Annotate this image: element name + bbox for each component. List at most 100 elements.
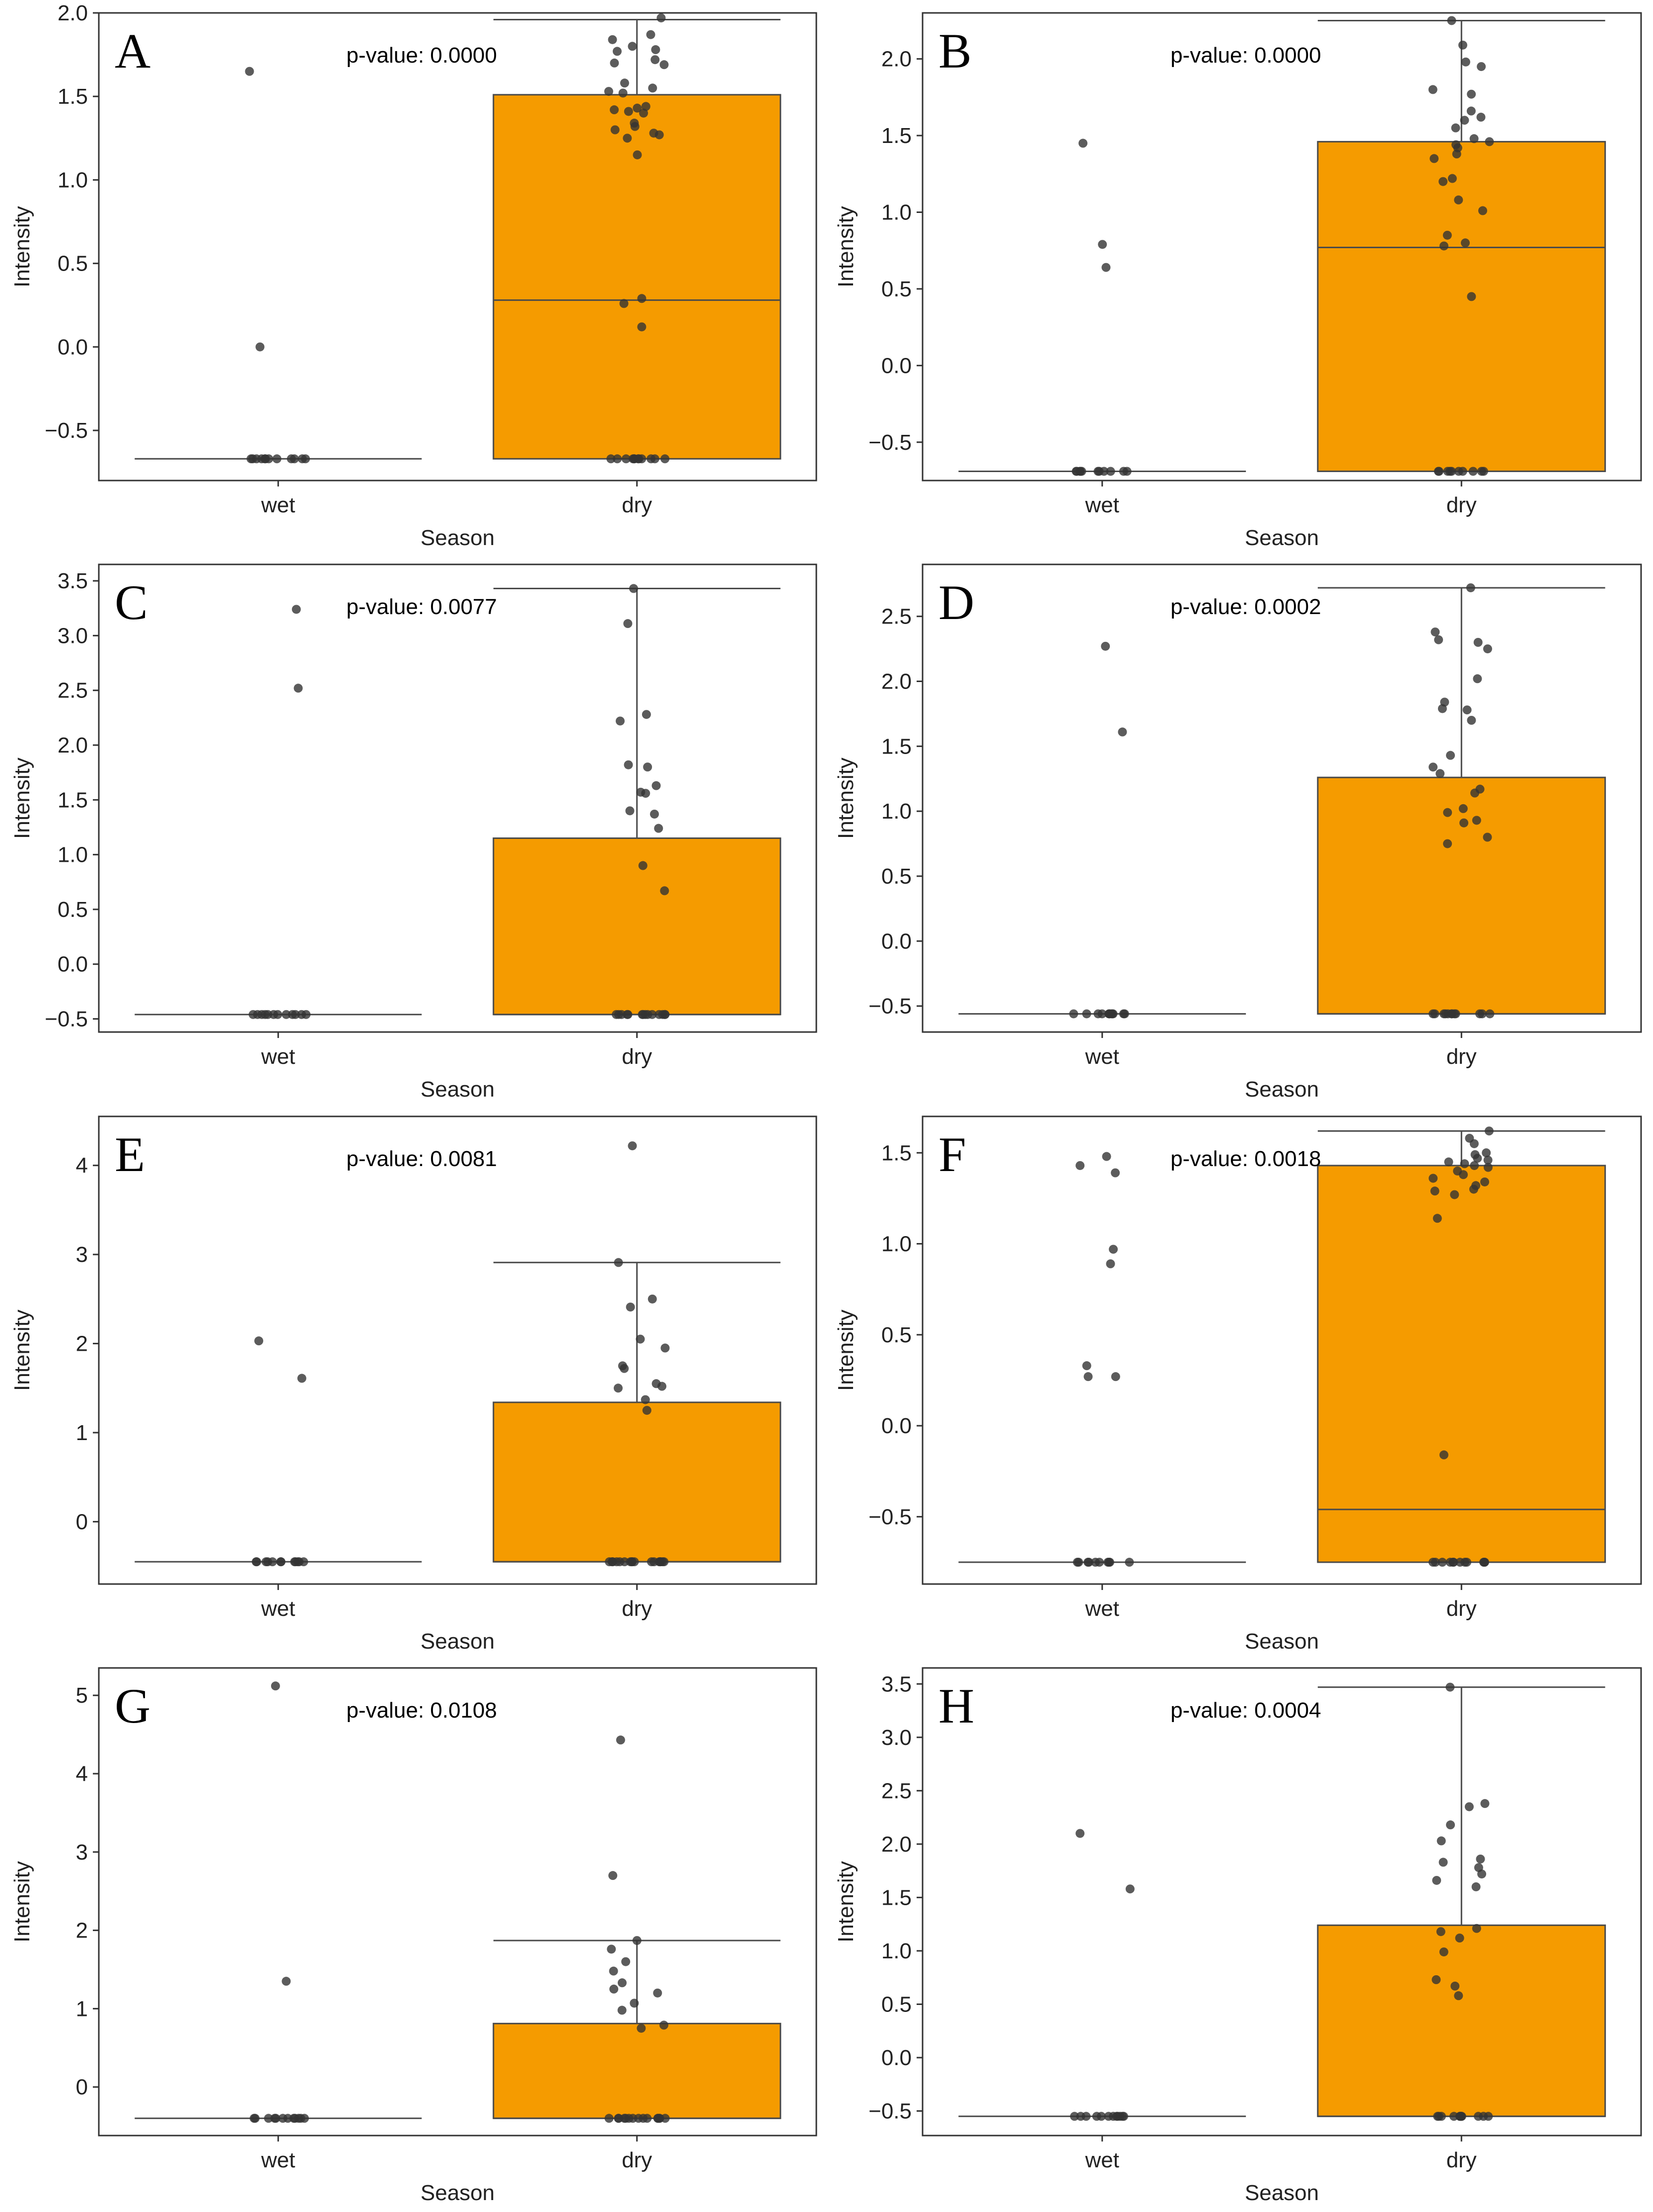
p-value-annotation: p-value: 0.0000 bbox=[347, 43, 497, 68]
data-point bbox=[1436, 1927, 1445, 1936]
data-point bbox=[641, 1395, 650, 1404]
data-point bbox=[1076, 1161, 1085, 1170]
data-point bbox=[297, 454, 307, 464]
data-point bbox=[300, 2114, 309, 2123]
data-point bbox=[642, 1406, 651, 1415]
data-point bbox=[1073, 1558, 1082, 1567]
data-point bbox=[623, 134, 632, 143]
data-point bbox=[1106, 467, 1115, 476]
points-dry bbox=[605, 1141, 670, 1567]
data-point bbox=[660, 1343, 670, 1353]
panel-f: −0.5 0.0 0.5 1.0 1.5 wet dry Season Intensity F p-… bbox=[834, 1115, 1642, 1654]
data-point bbox=[271, 1681, 280, 1691]
data-point bbox=[1483, 1155, 1493, 1165]
panel-letter: G bbox=[115, 1678, 150, 1733]
data-point bbox=[1111, 1372, 1120, 1382]
y-tick-label: 0.5 bbox=[881, 1323, 912, 1347]
data-point bbox=[1442, 230, 1452, 240]
data-point bbox=[650, 55, 660, 65]
y-tick-label: 0.0 bbox=[881, 2046, 912, 2070]
data-point bbox=[646, 30, 655, 39]
data-point bbox=[1432, 1975, 1441, 1984]
y-axis-label: Intensity bbox=[10, 1310, 34, 1391]
data-point bbox=[618, 88, 628, 98]
y-tick-label: 0.5 bbox=[881, 864, 912, 889]
data-point bbox=[619, 299, 629, 308]
data-point bbox=[1482, 1148, 1491, 1158]
data-point bbox=[1472, 816, 1481, 825]
panel-letter: D bbox=[938, 575, 974, 630]
data-point bbox=[1082, 1009, 1091, 1019]
data-point bbox=[1460, 238, 1470, 248]
x-tick-label-wet: wet bbox=[1085, 2148, 1119, 2172]
data-point bbox=[1447, 1009, 1456, 1019]
data-point bbox=[1084, 1558, 1093, 1567]
points-wet bbox=[251, 1336, 308, 1567]
box-dry bbox=[493, 1939, 782, 2119]
data-point bbox=[627, 1557, 637, 1567]
box-body bbox=[1317, 1165, 1606, 1563]
y-tick-label: 3.5 bbox=[881, 1672, 912, 1696]
data-point bbox=[1439, 1947, 1448, 1957]
box-body bbox=[1317, 140, 1606, 472]
y-tick-label: −0.5 bbox=[868, 1505, 912, 1529]
x-axis-label: Season bbox=[421, 1629, 495, 1654]
data-point bbox=[1437, 704, 1447, 713]
data-point bbox=[254, 1336, 264, 1346]
x-tick-label-wet: wet bbox=[261, 1044, 295, 1069]
data-point bbox=[654, 2114, 664, 2123]
p-value-annotation: p-value: 0.0018 bbox=[1170, 1147, 1321, 1171]
panel-e: 0 1 2 3 4 wet dry Season Intensity E p-value: 0.00… bbox=[10, 1115, 817, 1654]
data-point bbox=[637, 322, 647, 332]
y-tick-label: −0.5 bbox=[45, 418, 88, 443]
y-tick-label: −0.5 bbox=[868, 430, 912, 455]
data-point bbox=[632, 1936, 642, 1945]
panel-letter: F bbox=[938, 1127, 966, 1182]
y-tick-label: 2.0 bbox=[881, 1832, 912, 1857]
data-point bbox=[1477, 1009, 1487, 1019]
data-point bbox=[654, 824, 663, 833]
data-point bbox=[1484, 1126, 1494, 1136]
data-point bbox=[626, 1302, 635, 1312]
p-value-annotation: p-value: 0.0002 bbox=[1170, 595, 1321, 619]
points-dry bbox=[612, 584, 670, 1019]
data-point bbox=[617, 2005, 627, 2015]
data-point bbox=[1452, 149, 1461, 159]
data-point bbox=[1111, 1168, 1120, 1177]
data-point bbox=[261, 1010, 270, 1019]
box-dry bbox=[1317, 587, 1606, 1015]
data-point bbox=[283, 2114, 292, 2123]
data-point bbox=[660, 454, 670, 464]
data-point bbox=[625, 806, 635, 816]
data-point bbox=[1466, 583, 1475, 593]
data-point bbox=[1446, 751, 1455, 760]
x-tick-label-dry: dry bbox=[1446, 2148, 1477, 2172]
data-point bbox=[1444, 1157, 1453, 1167]
data-point bbox=[1469, 1184, 1478, 1194]
data-point bbox=[297, 1374, 306, 1383]
p-value-annotation: p-value: 0.0108 bbox=[347, 1698, 497, 1723]
data-point bbox=[1459, 1170, 1468, 1179]
y-tick-label: −0.5 bbox=[868, 994, 912, 1019]
data-point bbox=[1109, 1244, 1118, 1254]
data-point bbox=[656, 13, 666, 23]
box-body bbox=[1317, 1924, 1606, 2117]
data-point bbox=[614, 1010, 623, 1019]
data-point bbox=[1439, 1450, 1448, 1459]
data-point bbox=[656, 1557, 665, 1567]
box-body bbox=[493, 2022, 782, 2119]
data-point bbox=[1433, 1214, 1442, 1223]
data-point bbox=[651, 45, 660, 55]
data-point bbox=[1467, 89, 1476, 99]
data-point bbox=[1469, 134, 1479, 143]
data-point bbox=[1460, 116, 1469, 125]
y-axis-label: Intensity bbox=[10, 758, 34, 839]
x-axis-label: Season bbox=[421, 526, 495, 550]
data-point bbox=[1477, 1869, 1487, 1879]
data-point bbox=[613, 1383, 623, 1393]
y-tick-label: 1.0 bbox=[881, 201, 912, 225]
y-tick-label: 2.0 bbox=[58, 1, 88, 25]
x-tick-label-wet: wet bbox=[261, 2148, 295, 2172]
points-wet bbox=[1073, 1152, 1134, 1567]
x-tick-label-dry: dry bbox=[622, 1044, 652, 1069]
